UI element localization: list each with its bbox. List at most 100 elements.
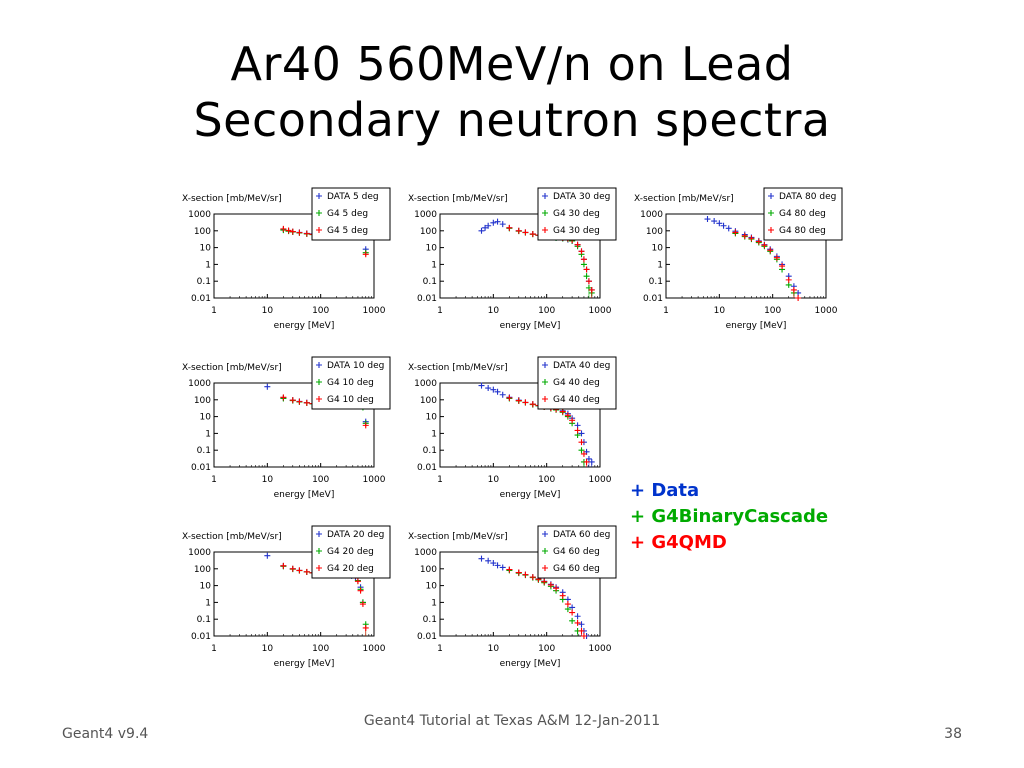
- x-axis-label: energy [MeV]: [274, 659, 335, 669]
- slide-title: Ar40 560MeV/n on Lead Secondary neutron …: [0, 36, 1024, 148]
- data-point: [362, 422, 369, 429]
- y-tick-label: 1: [205, 429, 211, 439]
- y-tick-label: 1: [205, 260, 211, 270]
- legend-box: [311, 187, 391, 241]
- x-tick-label: 1000: [589, 306, 612, 316]
- data-point: [303, 399, 310, 406]
- y-axis-label: X-section [mb/MeV/sr]: [408, 532, 508, 542]
- data-point: [580, 261, 587, 268]
- y-tick-label: 10: [200, 413, 212, 423]
- legend-entry: DATA 80 deg: [779, 192, 836, 202]
- data-point: [494, 218, 501, 225]
- data-point: [499, 221, 506, 228]
- legend-marker: [316, 379, 322, 385]
- data-point: [264, 552, 271, 559]
- x-tick-label: 1: [211, 644, 217, 654]
- y-tick-label: 0.1: [423, 615, 437, 625]
- y-axis-label: X-section [mb/MeV/sr]: [408, 194, 508, 204]
- spectrum-chart-5-deg: X-section [mb/MeV/sr] 1000 100 10 1 0.1 0.01 1 1…: [180, 186, 392, 334]
- legend-marker: [542, 379, 548, 385]
- y-tick-label: 1000: [414, 379, 437, 389]
- data-point: [569, 417, 576, 424]
- spectrum-chart-30-deg: X-section [mb/MeV/sr] 1000 100 10 1 0.1 0.01 1 1…: [406, 186, 618, 334]
- data-point: [264, 383, 271, 390]
- legend-entry: G4 5 deg: [327, 209, 368, 219]
- data-point: [354, 578, 361, 585]
- series-2: [506, 566, 587, 639]
- legend-marker: [768, 193, 774, 199]
- x-axis-label: energy [MeV]: [500, 659, 561, 669]
- y-tick-label: 0.01: [417, 294, 437, 304]
- x-tick-label: 100: [312, 306, 329, 316]
- y-tick-label: 1: [431, 598, 437, 608]
- data-point: [529, 401, 536, 408]
- data-point: [564, 606, 571, 613]
- legend-marker: [542, 531, 548, 537]
- legend-entry: G4 20 deg: [327, 564, 374, 574]
- legend-marker: [316, 227, 322, 233]
- model-legend: + Data + G4BinaryCascade + G4QMD: [630, 478, 828, 556]
- legend-marker: [542, 193, 548, 199]
- data-point: [785, 276, 792, 283]
- data-point: [362, 251, 369, 258]
- y-tick-label: 100: [420, 565, 437, 575]
- y-tick-label: 100: [420, 396, 437, 406]
- y-tick-label: 1000: [188, 379, 211, 389]
- legend-entry: DATA 20 deg: [327, 530, 384, 540]
- data-point: [515, 397, 522, 404]
- data-point: [359, 601, 366, 608]
- data-point: [578, 439, 585, 446]
- x-tick-label: 1: [211, 475, 217, 485]
- data-point: [704, 216, 711, 223]
- legend-entry: G4 30 deg: [553, 226, 600, 236]
- data-point: [499, 564, 506, 571]
- x-axis-label: energy [MeV]: [500, 321, 561, 331]
- legend-entry: G4 60 deg: [553, 564, 600, 574]
- x-axis-label: energy [MeV]: [726, 321, 787, 331]
- legend-entry: G4 20 deg: [327, 547, 374, 557]
- data-point: [574, 619, 581, 626]
- legend-entry: G4 80 deg: [779, 209, 826, 219]
- data-point: [795, 295, 802, 301]
- x-tick-label: 100: [312, 475, 329, 485]
- legend-entry: DATA 40 deg: [553, 361, 610, 371]
- data-point: [494, 562, 501, 569]
- data-point: [773, 254, 780, 261]
- legend-marker: [542, 227, 548, 233]
- data-point: [289, 397, 296, 404]
- legend-marker: [542, 210, 548, 216]
- spectrum-chart-60-deg: X-section [mb/MeV/sr] 1000 100 10 1 0.1 0.01 1 1…: [406, 524, 618, 672]
- legend-marker: [316, 362, 322, 368]
- data-point: [289, 228, 296, 235]
- data-point: [515, 569, 522, 576]
- x-tick-label: 10: [262, 306, 274, 316]
- data-point: [280, 394, 287, 401]
- y-tick-label: 10: [426, 582, 438, 592]
- x-tick-label: 1000: [363, 644, 386, 654]
- data-point: [583, 273, 590, 280]
- data-point: [578, 430, 585, 437]
- y-tick-label: 1: [205, 598, 211, 608]
- data-point: [280, 225, 287, 232]
- y-tick-label: 10: [200, 244, 212, 254]
- legend-marker: [316, 210, 322, 216]
- legend-entry: G4 5 deg: [327, 226, 368, 236]
- y-tick-label: 100: [194, 565, 211, 575]
- x-tick-label: 10: [262, 475, 274, 485]
- chart-legend: DATA 30 deg G4 30 deg G4 30 deg: [537, 187, 617, 241]
- data-point: [583, 266, 590, 273]
- data-point: [522, 399, 529, 406]
- y-tick-label: 1000: [640, 210, 663, 220]
- data-point: [490, 560, 497, 567]
- x-tick-label: 1000: [589, 475, 612, 485]
- y-tick-label: 1000: [414, 210, 437, 220]
- data-point: [578, 447, 585, 454]
- legend-marker: [316, 565, 322, 571]
- legend-entry: DATA 30 deg: [553, 192, 610, 202]
- legend-marker: [316, 193, 322, 199]
- data-point: [580, 256, 587, 263]
